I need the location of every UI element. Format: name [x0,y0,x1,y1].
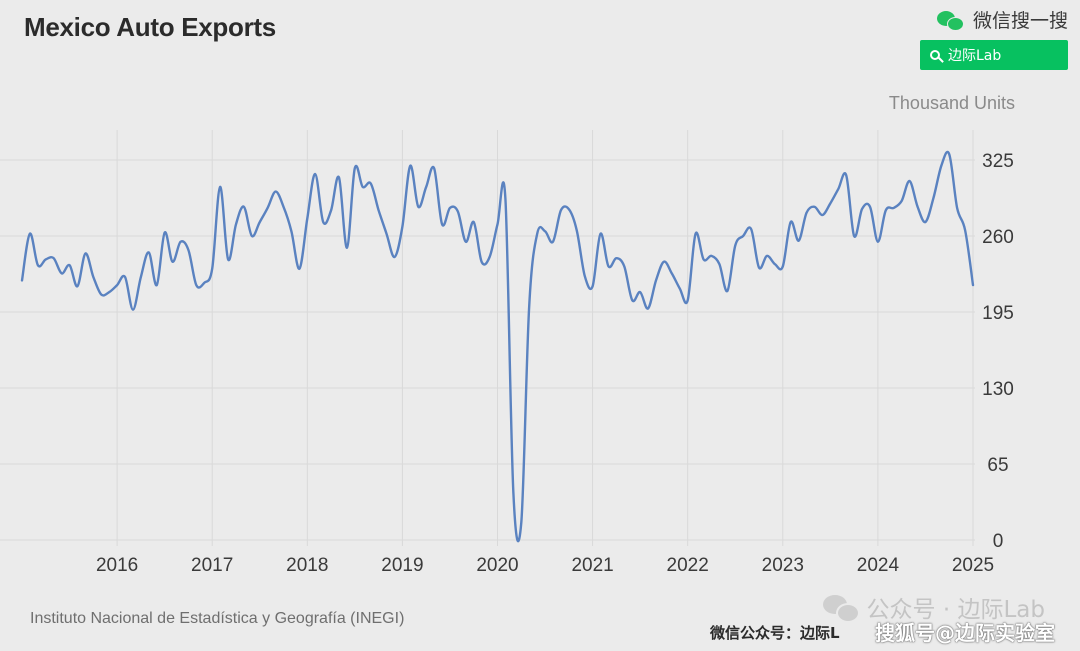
wechat-box-label: 边际Lab [948,48,1002,64]
x-tick-label: 2022 [667,555,709,576]
x-tick-label: 2021 [571,555,613,576]
source-note: Instituto Nacional de Estadística y Geog… [30,610,405,627]
chart-title: Mexico Auto Exports [24,12,276,42]
x-tick-label: 2017 [191,555,233,576]
series-line-auto-exports [20,150,975,543]
x-tick-label: 2016 [96,555,138,576]
wechat-search-watermark: 微信搜一搜 [936,6,1068,33]
x-tick-label: 2019 [381,555,423,576]
x-tick-label: 2020 [476,555,518,576]
wechat-logo-icon [822,593,860,623]
account-watermark: 公众号 · 边际Lab [822,590,1045,624]
x-axis-ticks: 2016 2017 2018 2019 2020 2021 2022 2023 2024 2025 [96,555,994,576]
wechat-logo-icon [936,9,965,31]
y-tick-label: 65 [987,455,1008,476]
x-tick-label: 2025 [952,555,994,576]
y-axis-unit-label: Thousand Units [888,93,1015,113]
bottom-left-watermark: 微信公众号：边际L [710,624,840,642]
bottom-right-watermark: 搜狐号@边际实验室 [875,621,1055,645]
wechat-search-label: 微信搜一搜 [972,10,1068,32]
x-tick-label: 2024 [857,555,900,576]
account-watermark-label: 公众号 · 边际Lab [866,597,1045,623]
x-tick-label: 2023 [762,555,804,576]
y-tick-label: 130 [982,379,1014,400]
wechat-search-box[interactable]: 边际Lab [920,40,1068,70]
x-tick-label: 2018 [286,555,328,576]
y-tick-label: 325 [982,151,1014,172]
search-icon [930,50,940,60]
y-tick-label: 260 [982,227,1014,248]
grid-lines [0,130,975,546]
y-tick-label: 0 [993,531,1004,552]
y-tick-label: 195 [982,303,1014,324]
y-axis-ticks: 0 65 130 195 260 325 [982,151,1014,552]
